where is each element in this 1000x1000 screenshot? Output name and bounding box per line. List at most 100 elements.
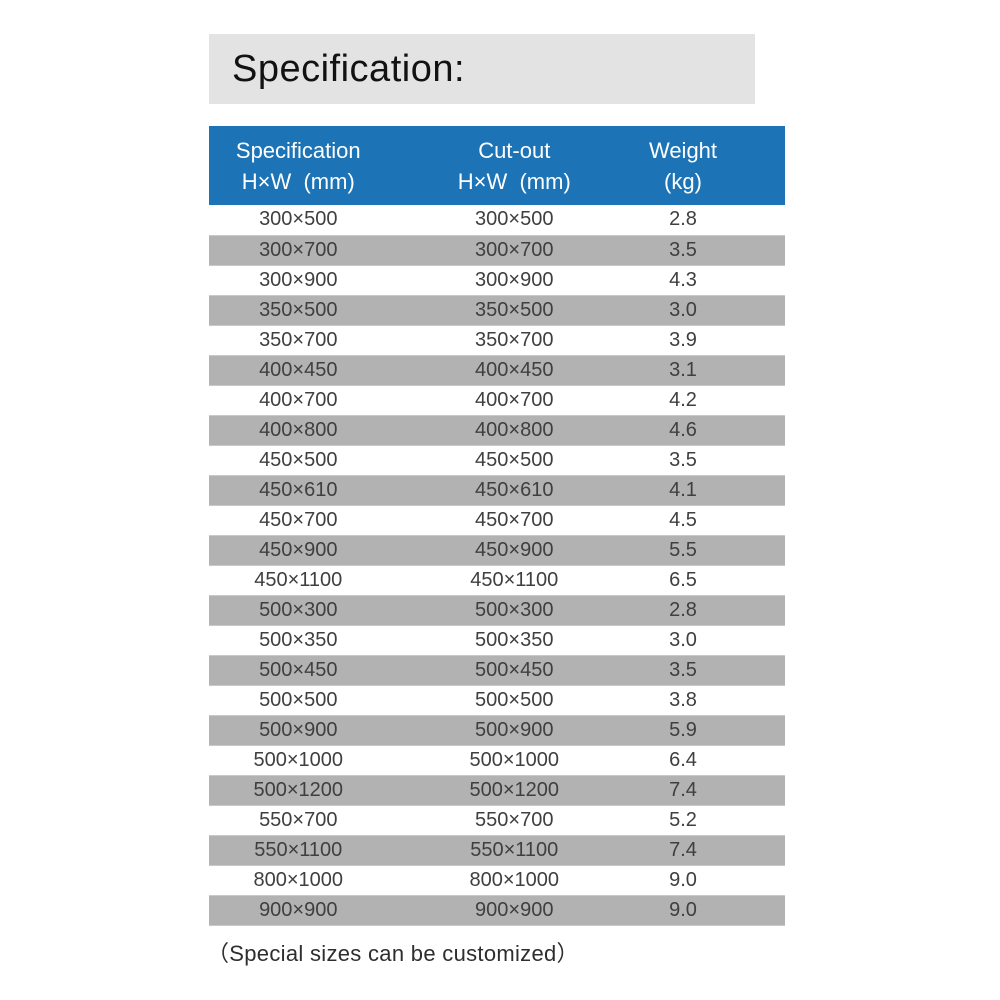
footer-note: （Special sizes can be customized） xyxy=(207,941,579,966)
specification-cell: 500×1200 xyxy=(253,778,344,801)
cutout-cell: 500×1000 xyxy=(469,748,560,771)
cutout-cell: 450×500 xyxy=(475,448,554,471)
section-title-banner: Specification: xyxy=(209,34,755,104)
table-row: 500×300 500×300 2.8 xyxy=(209,595,785,625)
table-row: 800×1000 800×1000 9.0 xyxy=(209,865,785,895)
cutout-cell: 500×500 xyxy=(475,688,554,711)
weight-cell: 6.5 xyxy=(669,568,697,591)
specification-cell: 500×450 xyxy=(259,658,338,681)
cutout-cell: 500×300 xyxy=(475,598,554,621)
weight-cell: 6.4 xyxy=(669,748,697,771)
specification-cell: 550×1100 xyxy=(254,838,343,861)
weight-cell: 3.5 xyxy=(669,448,697,471)
table-row: 400×450 400×450 3.1 xyxy=(209,355,785,385)
table-body: 300×500 300×500 2.8 300×700 300×700 3.5 … xyxy=(209,205,785,925)
specification-cell: 400×800 xyxy=(259,418,338,441)
specification-cell: 500×300 xyxy=(259,598,338,621)
specification-cell: 300×500 xyxy=(259,208,338,231)
specification-cell: 300×700 xyxy=(259,238,338,261)
page-title: Specification: xyxy=(232,47,466,90)
weight-cell: 4.5 xyxy=(669,508,697,531)
weight-cell: 5.9 xyxy=(669,718,697,741)
column-header-specification-line2: H×W (mm) xyxy=(241,168,355,194)
cutout-cell: 800×1000 xyxy=(469,868,560,891)
weight-cell: 4.1 xyxy=(669,478,697,501)
weight-cell: 3.1 xyxy=(669,358,697,381)
weight-cell: 3.5 xyxy=(669,238,697,261)
column-header-specification: Specification H×W (mm) xyxy=(209,126,388,205)
weight-cell: 4.6 xyxy=(669,418,697,441)
weight-cell: 3.0 xyxy=(669,628,697,651)
cutout-cell: 450×610 xyxy=(475,478,554,501)
table-row: 500×500 500×500 3.8 xyxy=(209,685,785,715)
table-row: 500×1000 500×1000 6.4 xyxy=(209,745,785,775)
cutout-cell: 450×900 xyxy=(475,538,554,561)
cutout-cell: 300×500 xyxy=(475,208,554,231)
weight-cell: 4.3 xyxy=(669,268,697,291)
table-row: 300×500 300×500 2.8 xyxy=(209,205,785,235)
cutout-cell: 500×350 xyxy=(475,628,554,651)
column-header-weight-line1: Weight xyxy=(648,137,718,163)
specification-cell: 400×700 xyxy=(259,388,338,411)
cutout-cell: 350×500 xyxy=(475,298,554,321)
table-row: 550×1100 550×1100 7.4 xyxy=(209,835,785,865)
specification-cell: 450×610 xyxy=(259,478,338,501)
specification-cell: 400×450 xyxy=(259,358,338,381)
table-row: 300×900 300×900 4.3 xyxy=(209,265,785,295)
cutout-cell: 350×700 xyxy=(475,328,554,351)
table-row: 450×1100 450×1100 6.5 xyxy=(209,565,785,595)
table-row: 450×610 450×610 4.1 xyxy=(209,475,785,505)
specification-cell: 450×700 xyxy=(259,508,338,531)
specification-table: Specification H×W (mm) Cut-out H×W (mm) … xyxy=(209,126,785,926)
weight-cell: 5.5 xyxy=(669,538,697,561)
column-header-specification-line1: Specification xyxy=(235,137,361,163)
table-row: 500×450 500×450 3.5 xyxy=(209,655,785,685)
specification-cell: 450×1100 xyxy=(254,568,343,591)
weight-cell: 4.2 xyxy=(669,388,697,411)
weight-cell: 3.5 xyxy=(669,658,697,681)
table-row: 500×900 500×900 5.9 xyxy=(209,715,785,745)
cutout-cell: 400×450 xyxy=(475,358,554,381)
table-row: 300×700 300×700 3.5 xyxy=(209,235,785,265)
table-row: 450×500 450×500 3.5 xyxy=(209,445,785,475)
cutout-cell: 500×1200 xyxy=(469,778,560,801)
weight-cell: 3.8 xyxy=(669,688,697,711)
table-row: 350×700 350×700 3.9 xyxy=(209,325,785,355)
cutout-cell: 450×700 xyxy=(475,508,554,531)
specification-cell: 550×700 xyxy=(259,808,338,831)
table-row: 450×700 450×700 4.5 xyxy=(209,505,785,535)
table-row: 900×900 900×900 9.0 xyxy=(209,895,785,925)
column-header-weight: Weight (kg) xyxy=(641,126,785,205)
specification-cell: 500×500 xyxy=(259,688,338,711)
specification-cell: 800×1000 xyxy=(253,868,344,891)
specification-cell: 450×500 xyxy=(259,448,338,471)
table-row: 500×1200 500×1200 7.4 xyxy=(209,775,785,805)
cutout-cell: 900×900 xyxy=(475,898,554,921)
column-header-cutout-line1: Cut-out xyxy=(478,137,551,163)
weight-cell: 9.0 xyxy=(669,868,697,891)
table-row: 550×700 550×700 5.2 xyxy=(209,805,785,835)
weight-cell: 5.2 xyxy=(669,808,697,831)
cutout-cell: 550×700 xyxy=(475,808,554,831)
table-row: 400×700 400×700 4.2 xyxy=(209,385,785,415)
weight-cell: 2.8 xyxy=(669,208,697,231)
cutout-cell: 450×1100 xyxy=(470,568,559,591)
specification-cell: 500×1000 xyxy=(253,748,344,771)
column-header-cutout: Cut-out H×W (mm) xyxy=(388,126,641,205)
column-header-weight-line2: (kg) xyxy=(664,168,702,194)
cutout-cell: 300×900 xyxy=(475,268,554,291)
specification-cell: 500×900 xyxy=(259,718,338,741)
table-row: 500×350 500×350 3.0 xyxy=(209,625,785,655)
specification-cell: 300×900 xyxy=(259,268,338,291)
specification-cell: 450×900 xyxy=(259,538,338,561)
table-row: 400×800 400×800 4.6 xyxy=(209,415,785,445)
table-row: 450×900 450×900 5.5 xyxy=(209,535,785,565)
specification-cell: 350×700 xyxy=(259,328,338,351)
table-header-row: Specification H×W (mm) Cut-out H×W (mm) … xyxy=(209,126,785,205)
cutout-cell: 300×700 xyxy=(475,238,554,261)
weight-cell: 2.8 xyxy=(669,598,697,621)
specification-cell: 900×900 xyxy=(259,898,338,921)
cutout-cell: 550×1100 xyxy=(470,838,559,861)
specification-cell: 500×350 xyxy=(259,628,338,651)
weight-cell: 7.4 xyxy=(669,778,697,801)
